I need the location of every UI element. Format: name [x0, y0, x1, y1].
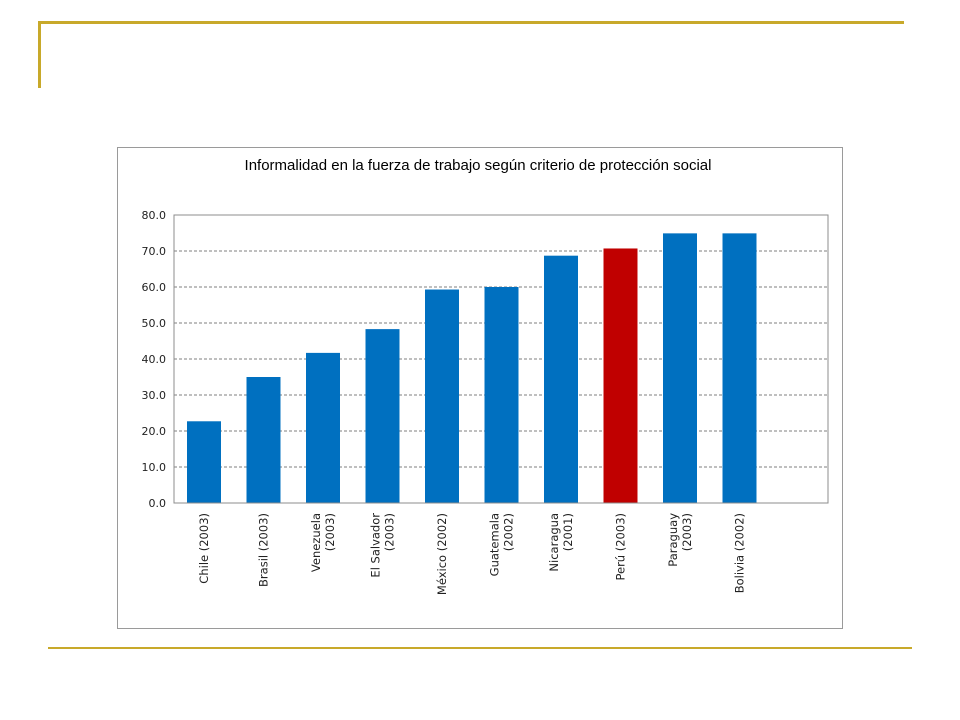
bar [425, 289, 459, 503]
x-category-text: (2003) [383, 513, 397, 551]
bar [603, 248, 638, 503]
bar [544, 255, 578, 503]
x-category-label: México (2002) [435, 513, 449, 595]
x-category-text: Bolivia (2002) [733, 513, 747, 593]
x-category-label: Paraguay (2003) [666, 513, 694, 567]
bars [187, 233, 757, 504]
y-tick-label: 50.0 [142, 317, 167, 330]
x-category-text: (2002) [502, 513, 516, 551]
plot-area-border [173, 214, 829, 504]
bar [484, 287, 519, 503]
y-tick-label: 70.0 [142, 245, 167, 258]
y-axis-ticks: 0.0 10.0 20.0 30.0 40.0 50.0 60.0 70.0 80.0 [142, 209, 167, 510]
bar [306, 352, 340, 503]
y-tick-label: 60.0 [142, 281, 167, 294]
bar [187, 421, 221, 503]
bar [246, 377, 281, 503]
y-tick-label: 0.0 [149, 497, 167, 510]
x-category-label: Perú (2003) [614, 513, 628, 581]
x-category-label: Chile (2003) [197, 513, 211, 584]
x-category-label: El Salvador (2003) [369, 513, 397, 578]
bar-chart: Informalidad en la fuerza de trabajo seg… [142, 157, 829, 595]
x-category-text: Paraguay [666, 513, 680, 567]
chart-title: Informalidad en la fuerza de trabajo seg… [245, 157, 712, 174]
x-category-text: El Salvador [369, 513, 383, 578]
x-category-text: Perú (2003) [614, 513, 628, 581]
chart-frame: Informalidad en la fuerza de trabajo seg… [117, 147, 843, 629]
x-category-text: Venezuela [309, 513, 323, 572]
x-category-label: Venezuela (2003) [309, 513, 337, 572]
x-category-text: Brasil (2003) [257, 513, 271, 587]
x-category-text: (2003) [323, 513, 337, 551]
x-category-text: (2001) [561, 513, 575, 551]
y-tick-label: 30.0 [142, 389, 167, 402]
y-tick-label: 80.0 [142, 209, 167, 222]
y-tick-label: 20.0 [142, 425, 167, 438]
bar [365, 329, 400, 503]
x-category-label: Nicaragua (2001) [547, 513, 575, 572]
bottom-decor-line [48, 647, 912, 649]
bar [722, 233, 757, 504]
x-category-text: México (2002) [435, 513, 449, 595]
x-category-label: Guatemala (2002) [488, 513, 516, 576]
bar [663, 233, 697, 504]
x-category-label: Bolivia (2002) [733, 513, 747, 593]
x-category-text: Guatemala [488, 513, 502, 576]
x-category-text: Chile (2003) [197, 513, 211, 584]
y-tick-label: 10.0 [142, 461, 167, 474]
x-category-text: Nicaragua [547, 513, 561, 572]
y-tick-label: 40.0 [142, 353, 167, 366]
x-category-label: Brasil (2003) [257, 513, 271, 587]
x-category-text: (2003) [680, 513, 694, 551]
left-decor-line [38, 21, 41, 88]
top-decor-line [38, 21, 904, 24]
x-axis-categories: Chile (2003) Brasil (2003) Venezuela (2003)… [197, 513, 747, 595]
